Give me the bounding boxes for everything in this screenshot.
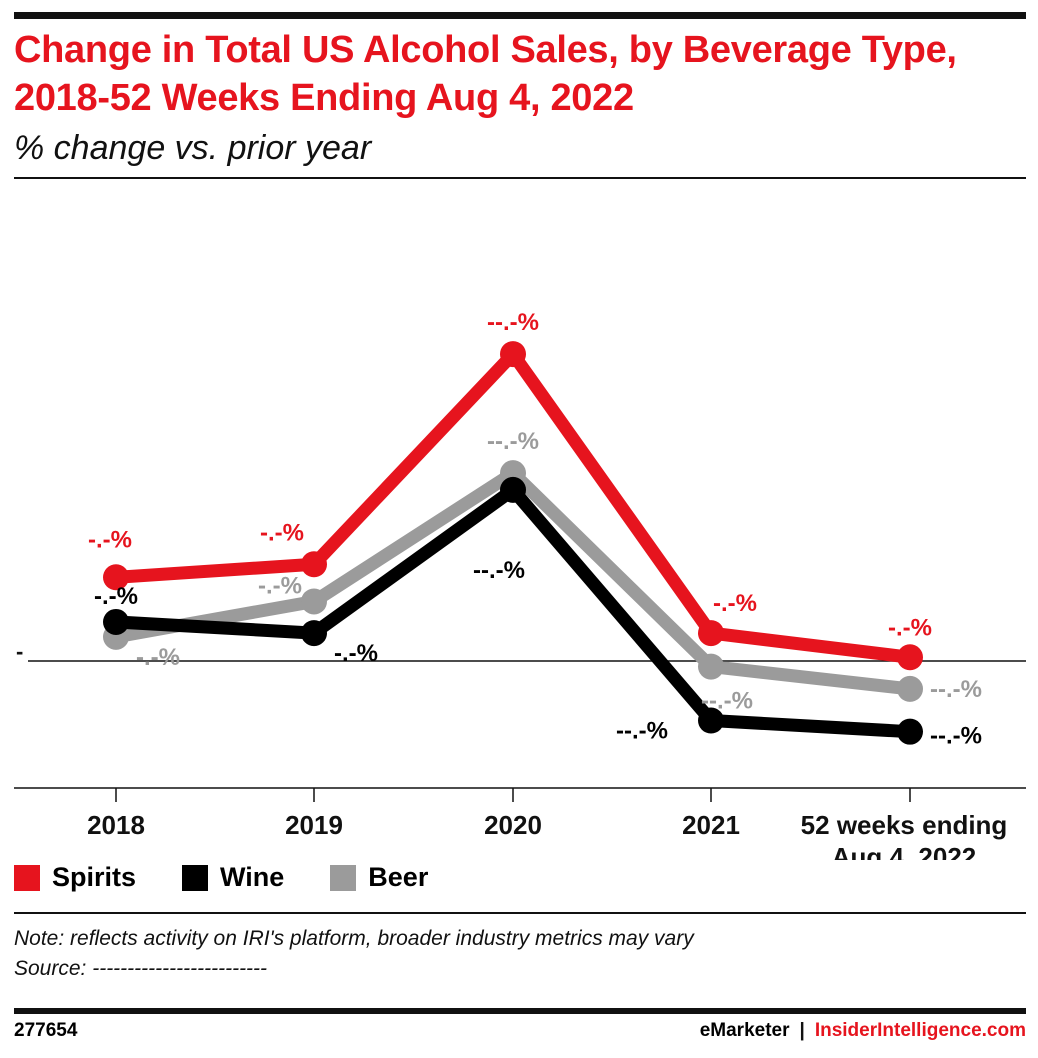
data-label-beer: -.-% bbox=[136, 644, 180, 671]
brand-emarketer: eMarketer bbox=[699, 1020, 790, 1041]
line-chart: - 2018 2019 2020 2021 52 weeks ending Aug 4, 2… bbox=[14, 309, 1026, 860]
note-text: Note: reflects activity on IRI's platfor… bbox=[14, 927, 694, 950]
data-label-beer: --.-% bbox=[930, 676, 982, 703]
title-divider bbox=[14, 177, 1026, 179]
data-label-spirits: -.-% bbox=[88, 526, 132, 553]
x-tick-label: Aug 4, 2022 bbox=[832, 842, 977, 860]
brand-separator: | bbox=[799, 1020, 805, 1041]
footer-brand: eMarketer | InsiderIntelligence.com bbox=[700, 1020, 1026, 1042]
legend-label-wine: Wine bbox=[220, 862, 285, 892]
data-label-spirits: -.-% bbox=[888, 614, 932, 641]
data-label-wine: --.-% bbox=[930, 723, 982, 750]
x-tick-label: 2018 bbox=[87, 810, 145, 840]
legend-item-beer: Beer bbox=[330, 862, 428, 893]
zero-tick-label: - bbox=[16, 639, 23, 664]
data-point-spirits bbox=[500, 341, 526, 368]
top-bar bbox=[14, 12, 1026, 19]
data-label-beer: --.-% bbox=[701, 688, 753, 715]
data-label-spirits: --.-% bbox=[487, 309, 539, 336]
chart-title: Change in Total US Alcohol Sales, by Bev… bbox=[14, 29, 957, 119]
x-tick-label: 52 weeks ending bbox=[801, 810, 1008, 840]
data-point-spirits bbox=[897, 644, 923, 671]
data-label-beer: --.-% bbox=[487, 428, 539, 455]
notes-divider bbox=[14, 912, 1026, 914]
data-point-beer bbox=[698, 653, 724, 680]
data-label-beer: -.-% bbox=[258, 572, 302, 599]
data-point-wine bbox=[301, 620, 327, 647]
data-label-wine: -.-% bbox=[334, 640, 378, 667]
data-label-spirits: -.-% bbox=[713, 590, 757, 617]
data-point-wine bbox=[897, 718, 923, 745]
source-text: Source: ------------------------- bbox=[14, 957, 268, 980]
legend-swatch-wine bbox=[182, 864, 209, 891]
data-label-wine: -.-% bbox=[94, 583, 138, 610]
bottom-bar bbox=[14, 1008, 1026, 1014]
x-tick-label: 2020 bbox=[484, 810, 542, 840]
data-point-spirits bbox=[301, 551, 327, 578]
data-point-beer bbox=[301, 588, 327, 615]
legend-swatch-spirits bbox=[14, 864, 40, 891]
data-point-spirits bbox=[698, 620, 724, 647]
legend-swatch-beer bbox=[330, 864, 357, 891]
data-label-spirits: -.-% bbox=[260, 519, 304, 546]
data-label-wine: --.-% bbox=[616, 718, 668, 745]
chart-id: 277654 bbox=[14, 1020, 78, 1041]
notes: Note: reflects activity on IRI's platfor… bbox=[14, 924, 694, 984]
legend-label-beer: Beer bbox=[368, 862, 429, 892]
data-point-beer bbox=[897, 675, 923, 702]
legend-item-spirits: Spirits bbox=[14, 862, 136, 893]
data-point-spirits bbox=[103, 564, 129, 591]
data-point-wine bbox=[500, 476, 526, 503]
legend-label-spirits: Spirits bbox=[52, 862, 137, 892]
legend-item-wine: Wine bbox=[182, 862, 284, 893]
data-point-wine bbox=[103, 608, 129, 635]
legend: Spirits Wine Beer bbox=[14, 862, 428, 893]
data-label-wine: --.-% bbox=[473, 557, 525, 584]
x-tick-label: 2019 bbox=[285, 810, 343, 840]
x-tick-label: 2021 bbox=[682, 810, 740, 840]
brand-insider-intelligence: InsiderIntelligence.com bbox=[814, 1020, 1026, 1041]
chart-subtitle: % change vs. prior year bbox=[14, 129, 372, 167]
data-point-wine bbox=[698, 707, 724, 734]
